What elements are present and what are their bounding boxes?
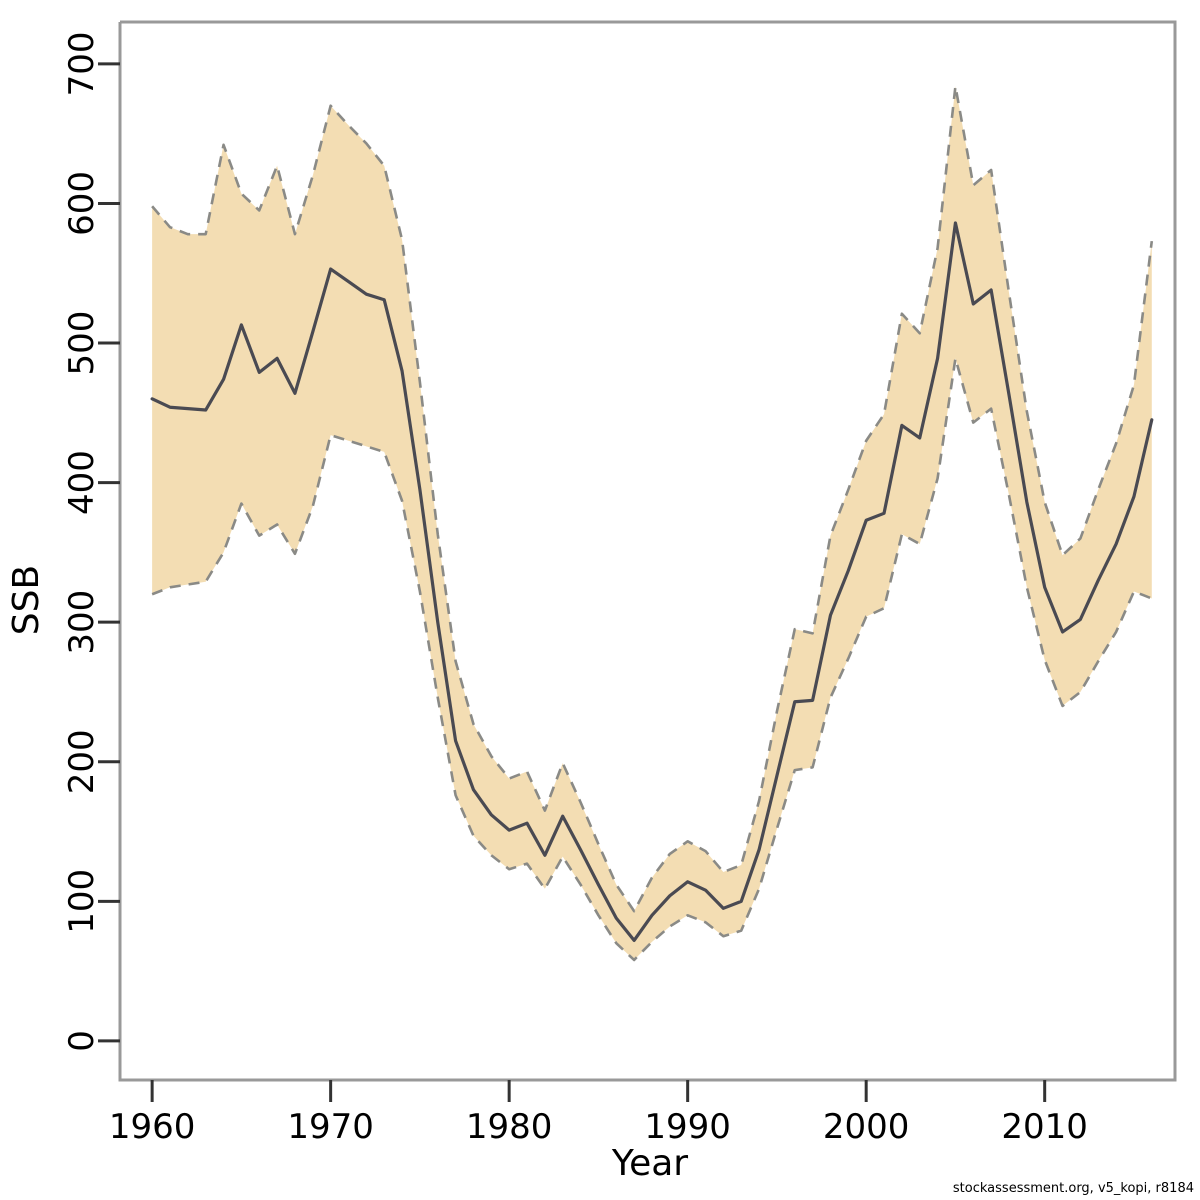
x-axis-title: Year <box>611 1143 688 1184</box>
plot-box-border <box>118 20 1177 1082</box>
x-tick-label: 2010 <box>1001 1107 1088 1147</box>
y-tick-label: 200 <box>62 729 102 794</box>
x-axis-tick-labels: 1960 1970 1980 1990 2000 2010 <box>109 1107 1088 1147</box>
lower-confidence-line <box>151 357 1153 962</box>
ssb-median-line <box>150 221 1154 943</box>
x-tick-label: 1970 <box>287 1107 374 1147</box>
y-tick-label: 700 <box>62 31 102 96</box>
y-tick-label: 500 <box>62 311 102 376</box>
upper-confidence-line <box>151 84 1154 913</box>
confidence-band-area <box>152 86 1152 960</box>
y-tick-label: 300 <box>62 590 102 655</box>
y-tick-label: 600 <box>62 171 102 236</box>
y-axis-tick-labels: 0 100 200 300 400 500 600 700 <box>62 31 102 1051</box>
y-tick-label: 400 <box>62 450 102 515</box>
y-tick-label: 0 <box>62 1030 102 1052</box>
y-axis-ticks <box>98 62 120 1043</box>
y-tick-label: 100 <box>62 869 102 934</box>
x-tick-label: 2000 <box>823 1107 910 1147</box>
attribution-watermark: stockassessment.org, v5_kopi, r8184 <box>953 1181 1194 1196</box>
x-tick-label: 1980 <box>466 1107 553 1147</box>
plot-frame <box>118 20 1177 1082</box>
x-tick-label: 1990 <box>644 1107 731 1147</box>
x-tick-label: 1960 <box>109 1107 196 1147</box>
x-axis-ticks <box>150 1080 1047 1102</box>
y-axis-title: SSB <box>6 565 47 635</box>
